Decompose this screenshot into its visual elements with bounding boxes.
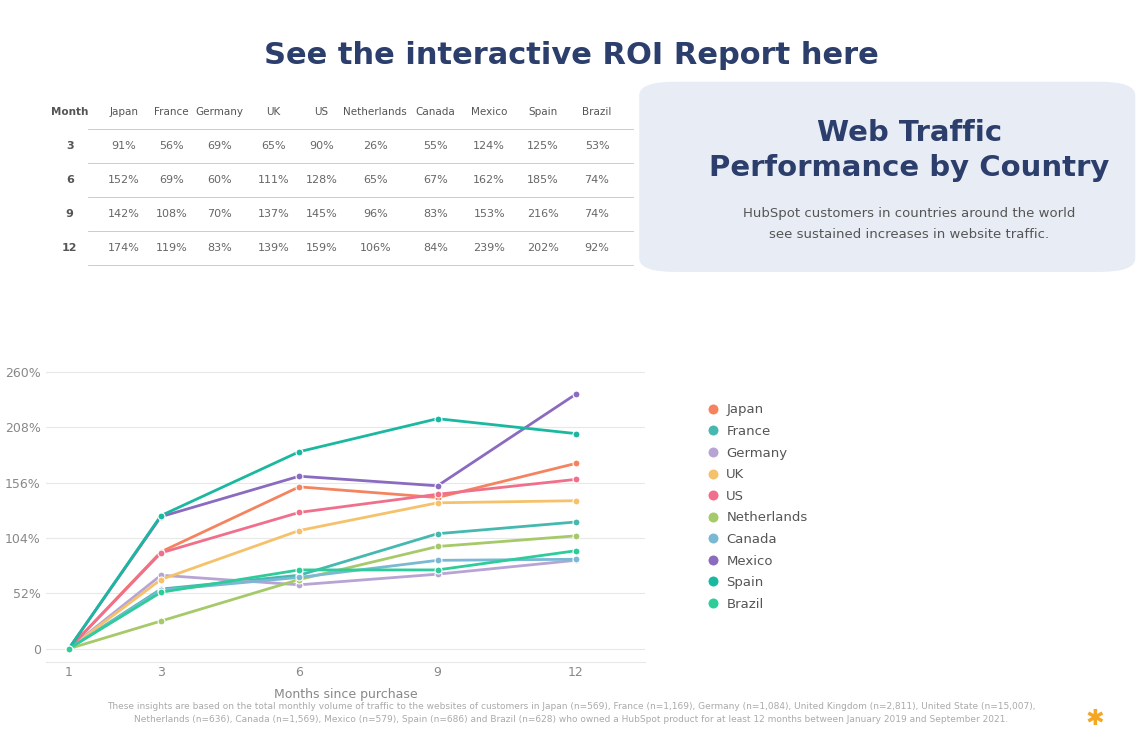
Text: 111%: 111%: [257, 175, 289, 185]
Text: 159%: 159%: [305, 243, 337, 253]
Text: France: France: [154, 107, 189, 118]
Legend: Japan, France, Germany, UK, US, Netherlands, Canada, Mexico, Spain, Brazil: Japan, France, Germany, UK, US, Netherla…: [708, 404, 808, 611]
Text: 96%: 96%: [363, 209, 387, 219]
Text: 9: 9: [66, 209, 73, 219]
Text: 26%: 26%: [363, 141, 387, 151]
Text: 65%: 65%: [363, 175, 387, 185]
Text: 216%: 216%: [527, 209, 559, 219]
Text: 70%: 70%: [207, 209, 232, 219]
Text: Germany: Germany: [195, 107, 243, 118]
Text: 56%: 56%: [159, 141, 184, 151]
Text: Brazil: Brazil: [582, 107, 612, 118]
Text: 90%: 90%: [309, 141, 334, 151]
Text: 83%: 83%: [207, 243, 232, 253]
Text: 84%: 84%: [423, 243, 448, 253]
Text: 12: 12: [62, 243, 78, 253]
Text: These insights are based on the total monthly volume of traffic to the websites : These insights are based on the total mo…: [107, 702, 1036, 724]
Text: 60%: 60%: [207, 175, 232, 185]
Text: HubSpot customers in countries around the world
see sustained increases in websi: HubSpot customers in countries around th…: [743, 207, 1076, 241]
Text: Japan: Japan: [109, 107, 138, 118]
Text: 55%: 55%: [423, 141, 448, 151]
Text: 128%: 128%: [305, 175, 337, 185]
X-axis label: Months since purchase: Months since purchase: [273, 688, 417, 700]
Text: 74%: 74%: [584, 209, 609, 219]
Text: 125%: 125%: [527, 141, 559, 151]
Text: 3: 3: [66, 141, 73, 151]
Text: 145%: 145%: [305, 209, 337, 219]
FancyBboxPatch shape: [639, 82, 1135, 272]
Text: See the interactive ROI Report here: See the interactive ROI Report here: [264, 40, 879, 70]
Text: Spain: Spain: [528, 107, 558, 118]
Text: 53%: 53%: [585, 141, 609, 151]
Text: Mexico: Mexico: [471, 107, 507, 118]
Text: 137%: 137%: [257, 209, 289, 219]
Text: 174%: 174%: [107, 243, 139, 253]
Text: 139%: 139%: [257, 243, 289, 253]
Text: UK: UK: [266, 107, 280, 118]
Text: 83%: 83%: [423, 209, 448, 219]
Text: 69%: 69%: [207, 141, 232, 151]
Text: 6: 6: [66, 175, 73, 185]
Text: 91%: 91%: [111, 141, 136, 151]
Text: Canada: Canada: [415, 107, 455, 118]
Text: 92%: 92%: [584, 243, 609, 253]
Text: 119%: 119%: [155, 243, 187, 253]
Text: Netherlands: Netherlands: [343, 107, 407, 118]
Text: ✱: ✱: [1086, 709, 1104, 729]
Text: 108%: 108%: [155, 209, 187, 219]
Text: 124%: 124%: [473, 141, 505, 151]
Text: 142%: 142%: [107, 209, 139, 219]
Text: 239%: 239%: [473, 243, 505, 253]
Text: US: US: [314, 107, 328, 118]
Text: 74%: 74%: [584, 175, 609, 185]
Text: Web Traffic: Web Traffic: [817, 118, 1002, 147]
Text: 65%: 65%: [261, 141, 286, 151]
Text: 185%: 185%: [527, 175, 559, 185]
Text: 202%: 202%: [527, 243, 559, 253]
Text: 106%: 106%: [360, 243, 391, 253]
Text: 152%: 152%: [107, 175, 139, 185]
Text: 69%: 69%: [159, 175, 184, 185]
Text: Performance by Country: Performance by Country: [709, 154, 1110, 182]
Text: Month: Month: [51, 107, 88, 118]
Text: 153%: 153%: [473, 209, 505, 219]
Text: 67%: 67%: [423, 175, 448, 185]
Text: 162%: 162%: [473, 175, 505, 185]
